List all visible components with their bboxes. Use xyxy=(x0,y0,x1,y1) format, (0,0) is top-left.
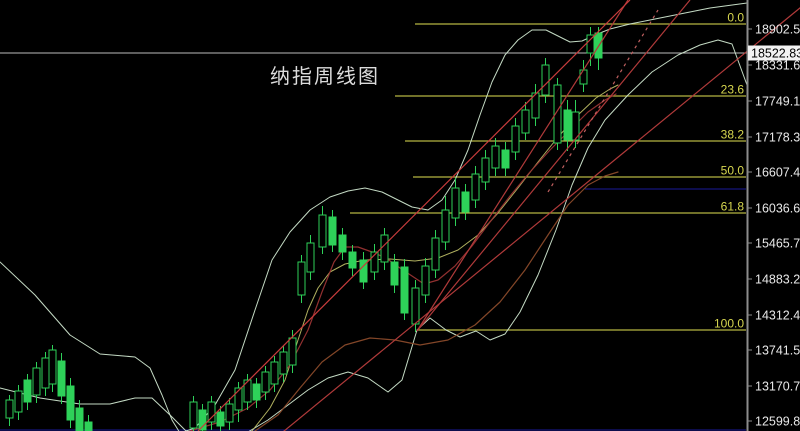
candle-body xyxy=(441,209,450,243)
y-axis-label: 18331.65 xyxy=(755,59,800,73)
fan-line-steep xyxy=(416,0,691,332)
candle-body xyxy=(48,349,57,385)
y-axis-label: 16607.45 xyxy=(755,166,800,180)
fan-line-steeper xyxy=(416,0,629,332)
ma-red-slow-line xyxy=(254,171,619,431)
candle-body xyxy=(243,379,252,403)
candle-body xyxy=(261,371,270,393)
candle-body xyxy=(359,259,368,283)
candle-body xyxy=(189,401,198,429)
fib-level-label: 100.0 xyxy=(714,317,744,331)
current-price-value: 18522.83 xyxy=(751,47,800,61)
candle-body xyxy=(338,234,347,253)
candle-body xyxy=(5,399,14,419)
trend-line-45deg xyxy=(197,0,631,431)
candle-body xyxy=(318,214,327,248)
y-axis-label: 17178.30 xyxy=(755,131,800,145)
candle-body xyxy=(306,242,315,273)
candle-body xyxy=(579,69,588,85)
candle-body xyxy=(252,383,261,401)
candle-body xyxy=(400,266,409,314)
fib-level-label: 50.0 xyxy=(721,164,745,178)
fib-level-label: 61.8 xyxy=(721,200,745,214)
candle-body xyxy=(279,351,288,375)
candle-body xyxy=(511,125,520,153)
candle-body xyxy=(563,109,572,141)
candle-body xyxy=(390,261,399,286)
candle-body xyxy=(75,407,84,431)
price-axis[interactable]: 18902.50 18331.65 17749.15 17178.30 16607.45… xyxy=(746,0,800,431)
candle-body xyxy=(586,34,595,54)
candle-body xyxy=(297,261,306,296)
candle-body xyxy=(216,411,225,427)
y-axis-label: 13741.55 xyxy=(755,344,800,358)
candlestick-series xyxy=(5,27,603,431)
candle-body xyxy=(491,145,500,169)
candle-body xyxy=(198,409,207,431)
y-axis-label: 13170.70 xyxy=(755,380,800,394)
trend-line-dotted xyxy=(547,9,659,193)
candle-body xyxy=(234,387,243,411)
fib-level-label: 0.0 xyxy=(727,11,744,25)
candle-body xyxy=(348,251,357,269)
candle-body xyxy=(380,234,389,263)
candle-body xyxy=(481,157,490,183)
candle-body xyxy=(84,421,93,431)
candle-body xyxy=(328,216,337,246)
candle-body xyxy=(411,287,420,325)
candle-body xyxy=(32,367,41,396)
candle-body xyxy=(23,379,32,403)
chart-title: 纳指周线图 xyxy=(270,64,380,88)
y-axis-label: 12599.85 xyxy=(755,415,800,429)
candle-body xyxy=(451,187,460,219)
current-price-tag: 18522.83 xyxy=(748,45,800,61)
candle-body xyxy=(57,360,66,397)
candle-body xyxy=(225,403,234,423)
fib-level-label: 38.2 xyxy=(721,128,745,142)
fan-line-long xyxy=(283,7,800,431)
candle-body xyxy=(421,265,430,296)
y-axis-label: 17749.15 xyxy=(755,95,800,109)
candle-body xyxy=(288,337,297,366)
y-axis-label: 14312.40 xyxy=(755,309,800,323)
y-axis-label: 16036.60 xyxy=(755,202,800,216)
candle-body xyxy=(431,237,440,271)
candle-body xyxy=(207,401,216,423)
candle-body xyxy=(41,357,50,389)
bollinger-lower-line xyxy=(0,39,748,431)
candle-body xyxy=(571,111,580,141)
y-axis-label: 15465.75 xyxy=(755,237,800,251)
candle-body xyxy=(370,251,379,273)
candle-body xyxy=(14,390,23,413)
candle-body xyxy=(501,149,510,169)
candle-body xyxy=(461,191,470,213)
fib-level-label: 23.6 xyxy=(721,83,745,97)
candle-body xyxy=(521,109,530,134)
candle-body xyxy=(471,173,480,201)
candle-body xyxy=(270,361,279,385)
current-price-tag-bg xyxy=(748,45,800,61)
candle-body xyxy=(553,84,562,144)
y-axis-label: 18902.50 xyxy=(755,23,800,37)
candle-body xyxy=(66,385,75,421)
y-axis-label: 14883.25 xyxy=(755,273,800,287)
candle-body xyxy=(541,64,550,96)
candle-body xyxy=(531,92,540,119)
